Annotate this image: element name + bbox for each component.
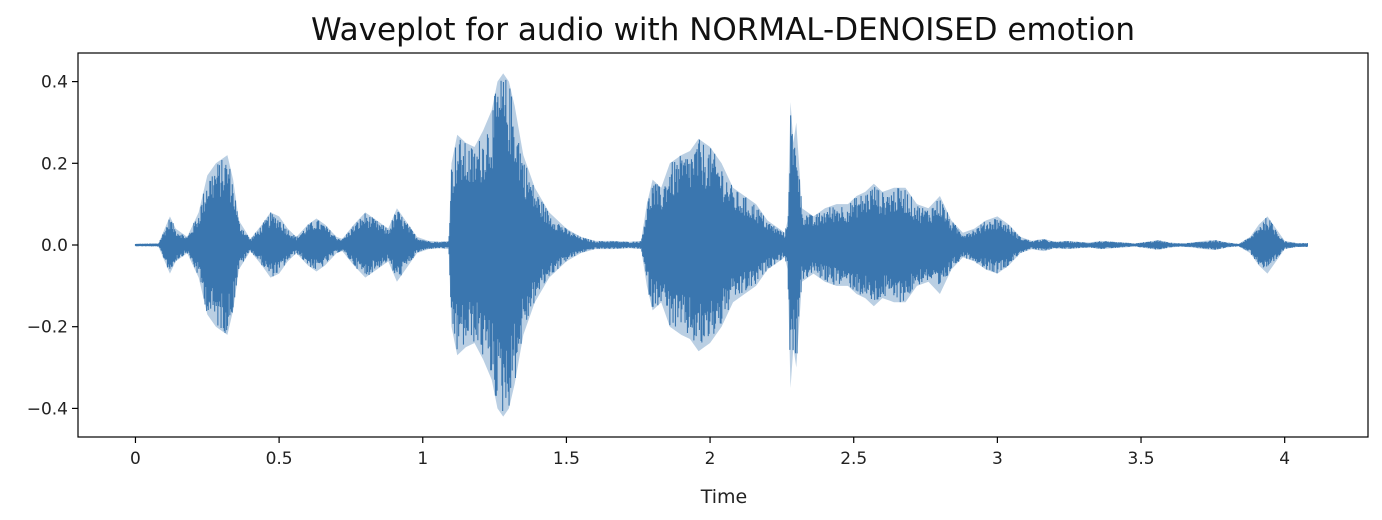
x-tick-label: 2.5	[840, 449, 867, 469]
y-axis-ticks: 0.4 0.2 0.0 −0.2 −0.4	[27, 73, 78, 419]
plot-area-frame	[77, 52, 1369, 438]
y-tick-label: −0.4	[27, 399, 68, 419]
x-tick-label: 3	[992, 449, 1003, 469]
y-tick-label: −0.2	[27, 318, 68, 338]
x-tick-label: 4	[1279, 449, 1290, 469]
x-tick-label: 0	[130, 449, 141, 469]
x-tick-label: 1.5	[553, 449, 580, 469]
x-axis-ticks: 0 0.5 1 1.5 2 2.5 3 3.5 4	[130, 437, 1290, 469]
y-tick-label: 0.2	[41, 154, 68, 174]
x-tick-label: 0.5	[266, 449, 293, 469]
chart-title: Waveplot for audio with NORMAL-DENOISED …	[311, 12, 1135, 48]
x-tick-label: 3.5	[1128, 449, 1155, 469]
y-tick-label: 0.0	[41, 236, 68, 256]
x-axis-label: Time	[700, 486, 748, 508]
x-tick-label: 1	[417, 449, 428, 469]
y-tick-label: 0.4	[41, 73, 68, 93]
waveform-layer	[134, 73, 1309, 417]
x-tick-label: 2	[705, 449, 716, 469]
